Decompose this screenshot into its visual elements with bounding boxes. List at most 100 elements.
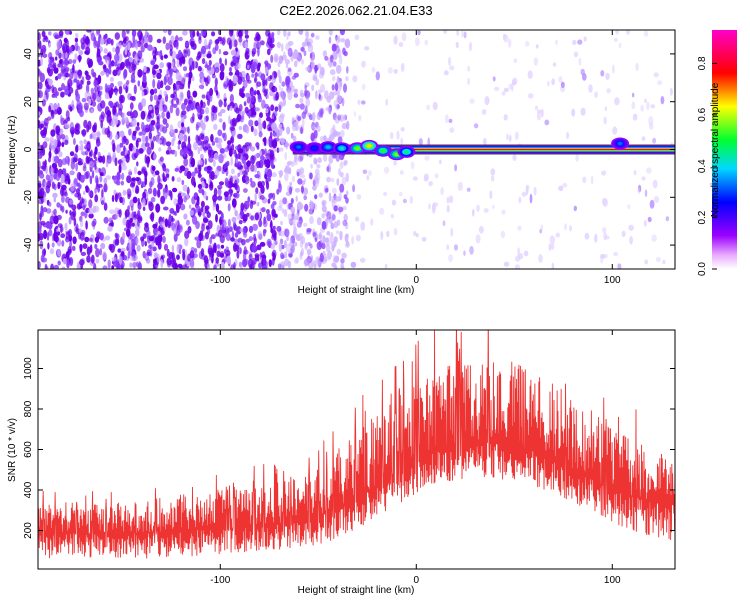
- noise-speckle: [163, 54, 168, 59]
- noise-speckle: [262, 257, 266, 267]
- noise-speckle: [163, 104, 168, 113]
- noise-speckle: [612, 126, 618, 135]
- noise-speckle: [118, 42, 122, 49]
- noise-speckle: [466, 187, 471, 192]
- noise-speckle: [258, 262, 263, 269]
- noise-speckle: [46, 231, 50, 241]
- noise-speckle: [114, 89, 118, 96]
- noise-speckle: [202, 211, 206, 217]
- noise-speckle: [198, 171, 202, 179]
- noise-speckle: [255, 152, 261, 159]
- noise-speckle: [204, 205, 210, 211]
- noise-speckle: [389, 132, 394, 140]
- noise-speckle: [119, 142, 124, 148]
- noise-speckle: [113, 189, 117, 196]
- noise-speckle: [74, 53, 78, 62]
- noise-speckle: [426, 104, 431, 111]
- noise-speckle: [205, 115, 209, 122]
- noise-speckle: [325, 106, 332, 112]
- noise-speckle: [50, 166, 54, 177]
- noise-speckle: [106, 72, 109, 78]
- noise-speckle: [336, 178, 340, 186]
- noise-speckle: [508, 38, 512, 48]
- noise-speckle: [279, 137, 285, 143]
- noise-speckle: [158, 103, 163, 112]
- noise-speckle: [290, 235, 296, 244]
- noise-speckle: [309, 172, 313, 180]
- noise-speckle: [174, 150, 178, 157]
- noise-speckle: [538, 254, 543, 263]
- noise-speckle: [266, 177, 272, 182]
- noise-speckle: [109, 209, 115, 215]
- noise-speckle: [272, 131, 277, 137]
- noise-speckle: [287, 260, 292, 269]
- noise-speckle: [104, 106, 110, 116]
- noise-speckle: [40, 205, 44, 215]
- noise-speckle: [110, 87, 114, 96]
- noise-speckle: [172, 263, 178, 269]
- noise-speckle: [309, 243, 313, 249]
- noise-speckle: [179, 132, 184, 142]
- noise-speckle: [236, 249, 240, 259]
- noise-speckle: [181, 122, 185, 128]
- noise-speckle: [250, 181, 256, 188]
- noise-speckle: [278, 75, 282, 84]
- noise-speckle: [201, 223, 205, 232]
- noise-speckle: [90, 87, 95, 95]
- noise-speckle: [147, 200, 153, 207]
- noise-speckle: [295, 195, 298, 202]
- noise-speckle: [260, 155, 265, 161]
- noise-speckle: [256, 202, 260, 207]
- noise-speckle: [85, 220, 88, 230]
- noise-speckle: [42, 207, 48, 213]
- noise-speckle: [130, 256, 135, 261]
- noise-speckle: [649, 199, 655, 209]
- noise-speckle: [300, 236, 306, 245]
- noise-speckle: [50, 109, 54, 115]
- noise-speckle: [235, 117, 240, 123]
- noise-speckle: [179, 91, 184, 101]
- noise-speckle: [100, 70, 105, 76]
- noise-speckle: [443, 70, 449, 76]
- noise-speckle: [235, 244, 240, 252]
- noise-speckle: [47, 242, 50, 250]
- noise-speckle: [128, 168, 133, 176]
- noise-speckle: [534, 105, 539, 111]
- noise-speckle: [121, 39, 128, 48]
- noise-speckle: [514, 131, 519, 141]
- noise-speckle: [528, 93, 534, 99]
- noise-speckle: [103, 216, 109, 224]
- noise-speckle: [265, 159, 271, 169]
- noise-speckle: [201, 180, 205, 188]
- noise-speckle: [79, 140, 83, 145]
- noise-speckle: [157, 50, 160, 56]
- noise-speckle: [317, 89, 322, 94]
- noise-speckle: [46, 180, 51, 189]
- noise-speckle: [118, 103, 123, 111]
- noise-speckle: [633, 170, 637, 176]
- noise-speckle: [201, 189, 205, 196]
- noise-speckle: [317, 157, 322, 164]
- noise-speckle: [317, 258, 320, 267]
- noise-speckle: [343, 160, 347, 166]
- noise-speckle: [48, 174, 54, 183]
- noise-speckle: [170, 129, 175, 134]
- noise-speckle: [236, 30, 240, 38]
- noise-speckle: [303, 195, 308, 201]
- noise-speckle: [442, 220, 446, 227]
- noise-speckle: [67, 78, 73, 88]
- noise-speckle: [335, 196, 342, 202]
- noise-speckle: [393, 227, 398, 236]
- noise-speckle: [292, 135, 297, 143]
- noise-speckle: [242, 214, 248, 222]
- noise-speckle: [60, 115, 63, 122]
- noise-speckle: [53, 32, 59, 38]
- noise-speckle: [165, 173, 170, 178]
- noise-speckle: [606, 88, 611, 94]
- noise-speckle: [264, 66, 269, 75]
- noise-speckle: [283, 51, 286, 57]
- noise-speckle: [237, 148, 244, 154]
- noise-speckle: [282, 197, 288, 205]
- noise-speckle: [341, 122, 348, 130]
- noise-speckle: [53, 208, 57, 216]
